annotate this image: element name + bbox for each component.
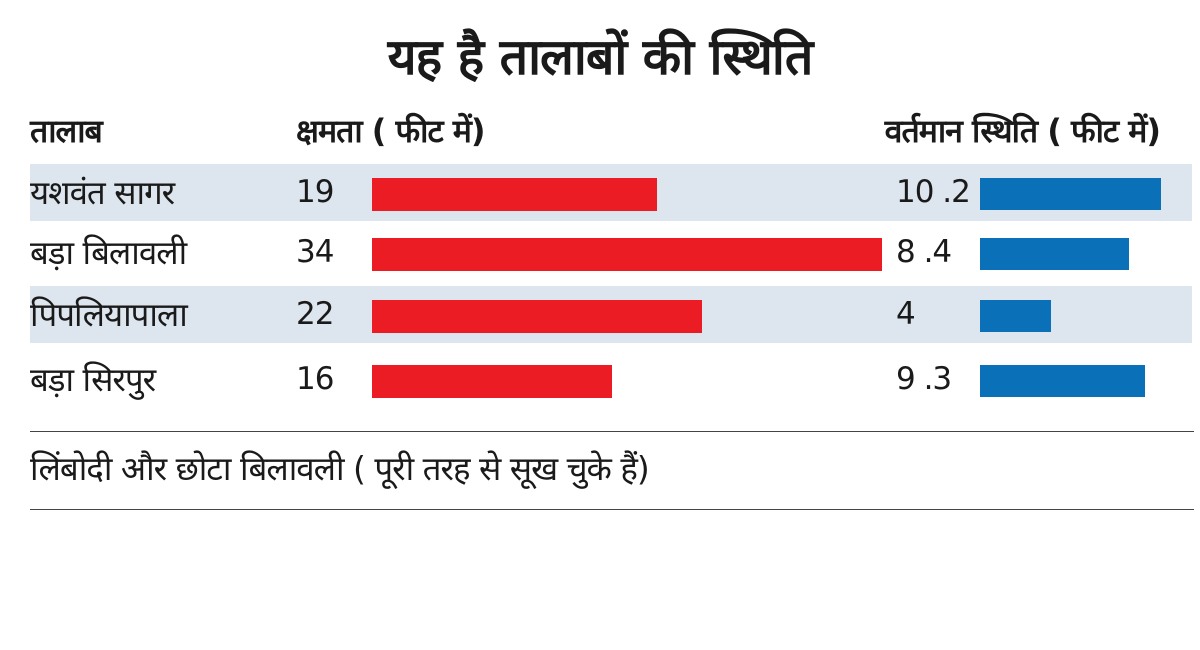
capacity-label: 22 [296,296,334,332]
current-bar [980,300,1051,332]
capacity-label: 34 [296,234,334,270]
divider [30,509,1194,510]
current-bar [980,365,1145,397]
capacity-label: 16 [296,361,334,397]
table-row: पिपलियापाला 22 4 [30,286,1192,343]
capacity-bar [372,178,657,211]
pond-name: बड़ा बिलावली [30,233,187,272]
capacity-bar [372,238,882,271]
column-header-capacity: क्षमता ( फीट में) [296,112,486,150]
pond-name: पिपलियापाला [30,295,188,334]
column-header-current: वर्तमान स्थिति ( फीट में) [884,112,1161,150]
current-label: 9 .3 [896,361,952,397]
capacity-bar [372,300,702,333]
current-label: 8 .4 [896,234,952,270]
column-header-name: तालाब [30,112,103,150]
pond-name: बड़ा सिरपुर [30,360,156,399]
footnote: लिंबोदी और छोटा बिलावली ( पूरी तरह से सू… [30,449,650,488]
capacity-label: 19 [296,174,334,210]
current-bar [980,178,1161,210]
capacity-bar [372,365,612,398]
divider [30,431,1194,432]
pond-name: यशवंत सागर [30,173,175,212]
current-label: 10 .2 [896,174,971,210]
table-row: यशवंत सागर 19 10 .2 [30,164,1192,221]
current-bar [980,238,1129,270]
chart-title: यह है तालाबों की स्थिति [387,28,814,86]
table-row: बड़ा बिलावली 34 8 .4 [30,224,1192,281]
current-label: 4 [896,296,916,332]
table-row: बड़ा सिरपुर 16 9 .3 [30,351,1192,408]
